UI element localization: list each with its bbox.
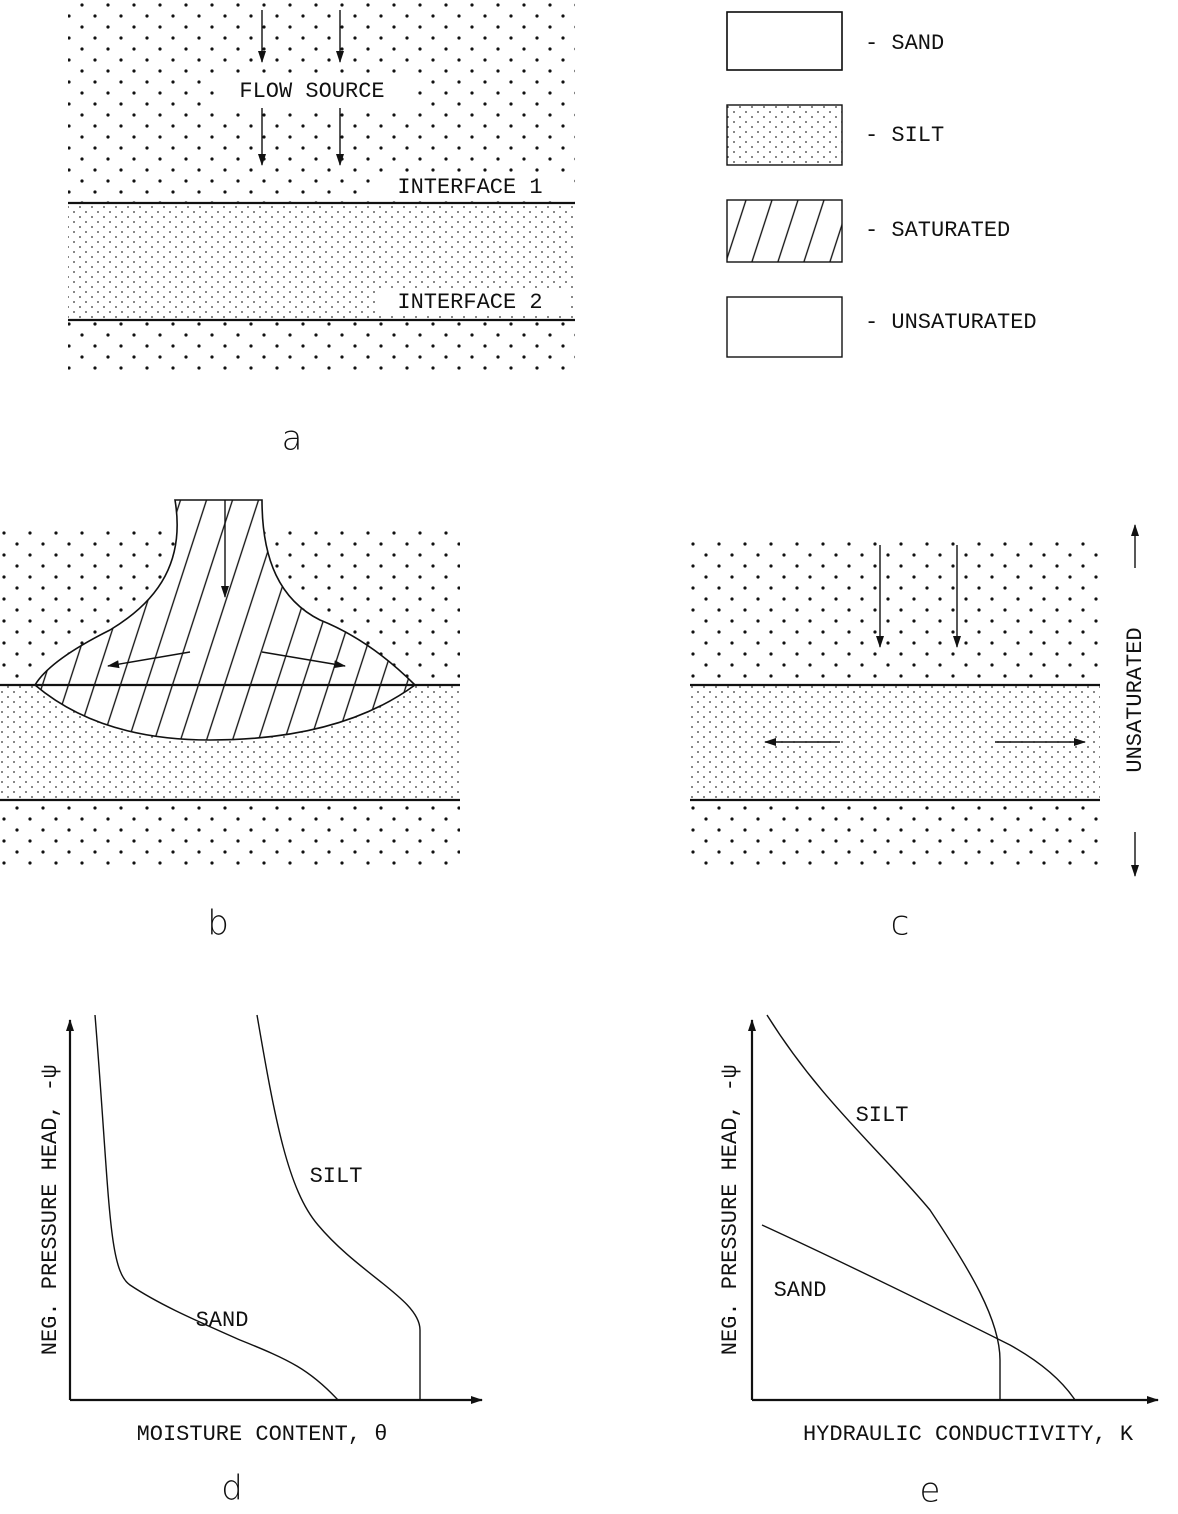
legend-swatch bbox=[727, 105, 842, 165]
legend: - SAND - SILT - SATURATED - UNSATURATED bbox=[726, 11, 1037, 358]
panel-label: b bbox=[207, 904, 229, 944]
y-axis-label: NEG. PRESSURE HEAD, -ψ bbox=[38, 1065, 63, 1355]
curve-label: SILT bbox=[856, 1103, 909, 1128]
legend-text: - SATURATED bbox=[865, 218, 1010, 243]
panel-b: b bbox=[0, 499, 460, 944]
curve-label: SAND bbox=[774, 1278, 827, 1303]
legend-text: - SAND bbox=[865, 31, 944, 56]
legend-swatch-border bbox=[726, 11, 843, 71]
silt-curve bbox=[256, 1014, 421, 1400]
legend-text: - SILT bbox=[865, 123, 944, 148]
flow-arrow bbox=[261, 651, 346, 669]
x-axis-label: MOISTURE CONTENT, θ bbox=[137, 1422, 388, 1447]
interface-label: INTERFACE 1 bbox=[397, 175, 542, 200]
panel-d: NEG. PRESSURE HEAD, -ψ MOISTURE CONTENT,… bbox=[38, 1014, 483, 1509]
panel-label: e bbox=[920, 1471, 941, 1511]
sand-layer bbox=[690, 540, 1100, 685]
curve-label: SAND bbox=[196, 1308, 249, 1333]
side-label: UNSATURATED bbox=[1123, 627, 1148, 772]
legend-swatch-border bbox=[726, 199, 843, 263]
label-bg bbox=[378, 172, 568, 200]
interface-label: INTERFACE 2 bbox=[397, 290, 542, 315]
saturated-zone bbox=[33, 499, 417, 741]
legend-swatch bbox=[727, 200, 842, 262]
sand-layer bbox=[690, 800, 1100, 870]
label-bg bbox=[215, 76, 415, 106]
panel-label: a bbox=[282, 419, 303, 459]
sand-curve bbox=[94, 1014, 339, 1401]
sand-layer bbox=[68, 320, 575, 375]
label-bg bbox=[378, 288, 568, 316]
silt-curve bbox=[766, 1014, 1001, 1400]
curve-label: SILT bbox=[310, 1164, 363, 1189]
flow-arrow bbox=[107, 651, 191, 669]
panel-a: FLOW SOURCE INTERFACE 1 INTERFACE 2 a bbox=[68, 0, 575, 459]
sand-curve bbox=[761, 1224, 1076, 1401]
panel-label: d bbox=[221, 1469, 243, 1509]
x-axis-label: HYDRAULIC CONDUCTIVITY, K bbox=[803, 1422, 1134, 1447]
legend-swatch bbox=[726, 11, 843, 71]
legend-swatch bbox=[726, 296, 843, 358]
y-axis-label: NEG. PRESSURE HEAD, -ψ bbox=[718, 1065, 743, 1355]
sand-layer bbox=[0, 800, 460, 870]
flow-source-label: FLOW SOURCE bbox=[239, 79, 384, 104]
panel-label: c bbox=[891, 904, 910, 944]
legend-text: - UNSATURATED bbox=[865, 310, 1037, 335]
panel-e: NEG. PRESSURE HEAD, -ψ HYDRAULIC CONDUCT… bbox=[718, 1014, 1159, 1511]
legend-swatch-border bbox=[726, 104, 843, 166]
panel-c: UNSATURATED c bbox=[690, 524, 1148, 944]
